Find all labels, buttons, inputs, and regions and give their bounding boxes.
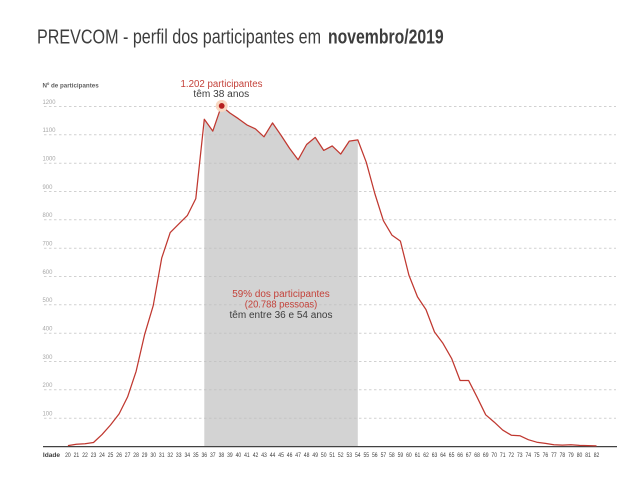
svg-text:67: 67 [466, 452, 472, 459]
svg-text:Nº de participantes: Nº de participantes [43, 83, 100, 90]
svg-text:81: 81 [585, 452, 591, 459]
svg-text:80: 80 [577, 452, 583, 459]
svg-text:21: 21 [74, 452, 80, 459]
svg-text:53: 53 [347, 452, 353, 459]
svg-text:47: 47 [295, 452, 301, 459]
svg-text:1.202 participantes: 1.202 participantes [181, 79, 263, 90]
svg-text:1000: 1000 [43, 156, 56, 163]
svg-text:76: 76 [543, 452, 549, 459]
svg-text:49: 49 [312, 452, 318, 459]
svg-text:têm 38 anos: têm 38 anos [193, 89, 249, 100]
svg-text:64: 64 [440, 452, 446, 459]
svg-text:61: 61 [415, 452, 421, 459]
svg-text:20: 20 [65, 452, 71, 459]
svg-text:32: 32 [167, 452, 173, 459]
svg-text:30: 30 [150, 452, 156, 459]
svg-text:78: 78 [560, 452, 566, 459]
svg-text:600: 600 [43, 269, 53, 276]
svg-text:58: 58 [389, 452, 395, 459]
svg-text:48: 48 [304, 452, 310, 459]
svg-text:57: 57 [381, 452, 387, 459]
svg-text:56: 56 [372, 452, 378, 459]
svg-text:35: 35 [193, 452, 199, 459]
svg-text:900: 900 [43, 184, 53, 191]
svg-text:77: 77 [551, 452, 557, 459]
svg-text:31: 31 [159, 452, 165, 459]
svg-text:36: 36 [202, 452, 208, 459]
svg-text:62: 62 [423, 452, 429, 459]
svg-text:200: 200 [43, 382, 53, 389]
svg-text:37: 37 [210, 452, 216, 459]
svg-text:75: 75 [534, 452, 540, 459]
svg-text:66: 66 [457, 452, 463, 459]
svg-text:PREVCOM - perfil dos participa: PREVCOM - perfil dos participantes em [37, 27, 321, 49]
svg-text:70: 70 [491, 452, 497, 459]
svg-text:50: 50 [321, 452, 327, 459]
svg-text:23: 23 [91, 452, 97, 459]
svg-text:têm entre 36 e 54 anos: têm entre 36 e 54 anos [230, 310, 333, 321]
svg-text:43: 43 [261, 452, 267, 459]
svg-text:40: 40 [236, 452, 242, 459]
svg-text:41: 41 [244, 452, 250, 459]
svg-text:69: 69 [483, 452, 489, 459]
svg-text:68: 68 [474, 452, 480, 459]
svg-text:Idade: Idade [43, 452, 61, 459]
svg-text:63: 63 [432, 452, 438, 459]
svg-text:33: 33 [176, 452, 182, 459]
svg-text:1100: 1100 [43, 127, 56, 134]
svg-text:79: 79 [568, 452, 574, 459]
svg-text:42: 42 [253, 452, 259, 459]
svg-text:55: 55 [364, 452, 370, 459]
svg-text:300: 300 [43, 354, 53, 361]
svg-text:82: 82 [594, 452, 600, 459]
svg-text:71: 71 [500, 452, 506, 459]
svg-text:22: 22 [82, 452, 88, 459]
svg-text:25: 25 [108, 452, 114, 459]
svg-text:24: 24 [99, 452, 105, 459]
svg-text:60: 60 [406, 452, 412, 459]
svg-text:59: 59 [398, 452, 404, 459]
svg-text:26: 26 [116, 452, 122, 459]
svg-text:34: 34 [185, 452, 191, 459]
svg-text:52: 52 [338, 452, 344, 459]
svg-text:59% dos participantes: 59% dos participantes [232, 289, 330, 300]
svg-text:100: 100 [43, 411, 53, 418]
svg-text:73: 73 [517, 452, 523, 459]
svg-text:51: 51 [329, 452, 335, 459]
svg-text:38: 38 [219, 452, 225, 459]
svg-text:(20.788 pessoas): (20.788 pessoas) [245, 300, 318, 311]
svg-text:400: 400 [43, 326, 53, 333]
svg-text:800: 800 [43, 212, 53, 219]
svg-text:72: 72 [509, 452, 515, 459]
svg-text:novembro/2019: novembro/2019 [328, 27, 444, 49]
svg-text:74: 74 [526, 452, 532, 459]
svg-text:54: 54 [355, 452, 361, 459]
svg-text:700: 700 [43, 241, 53, 248]
svg-text:29: 29 [142, 452, 148, 459]
svg-text:27: 27 [125, 452, 131, 459]
svg-text:44: 44 [270, 452, 276, 459]
svg-text:1200: 1200 [43, 99, 56, 106]
svg-text:39: 39 [227, 452, 233, 459]
svg-text:46: 46 [287, 452, 293, 459]
svg-text:45: 45 [278, 452, 284, 459]
svg-text:65: 65 [449, 452, 455, 459]
svg-text:500: 500 [43, 297, 53, 304]
svg-text:28: 28 [133, 452, 139, 459]
